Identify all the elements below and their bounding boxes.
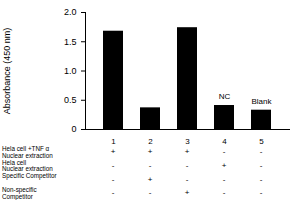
svg-text:+: + bbox=[148, 175, 153, 184]
svg-text:2.0: 2.0 bbox=[64, 7, 77, 17]
svg-text:-: - bbox=[260, 161, 263, 170]
svg-text:4: 4 bbox=[222, 137, 227, 145]
svg-text:-: - bbox=[186, 161, 189, 170]
svg-text:+: + bbox=[148, 147, 153, 156]
svg-text:-: - bbox=[260, 147, 263, 156]
svg-text:-: - bbox=[223, 147, 226, 156]
svg-text:1.5: 1.5 bbox=[64, 37, 77, 47]
svg-text:Specific Competitor: Specific Competitor bbox=[2, 172, 57, 180]
svg-text:1: 1 bbox=[111, 137, 116, 145]
svg-text:Nuclear extraction: Nuclear extraction bbox=[2, 151, 53, 159]
svg-text:-: - bbox=[260, 188, 263, 197]
svg-text:5: 5 bbox=[259, 137, 264, 145]
svg-text:Blank: Blank bbox=[251, 97, 272, 106]
svg-text:-: - bbox=[223, 175, 226, 184]
svg-text:0: 0 bbox=[71, 124, 76, 134]
svg-text:Absorbance (450 nm): Absorbance (450 nm) bbox=[2, 28, 12, 115]
svg-text:+: + bbox=[111, 147, 116, 156]
svg-text:3: 3 bbox=[185, 137, 190, 145]
svg-text:-: - bbox=[149, 188, 152, 197]
svg-text:-: - bbox=[223, 188, 226, 197]
svg-text:Non-specific: Non-specific bbox=[2, 185, 37, 193]
svg-text:-: - bbox=[149, 161, 152, 170]
svg-text:+: + bbox=[185, 188, 190, 197]
svg-text:2: 2 bbox=[148, 137, 153, 145]
svg-text:-: - bbox=[186, 175, 189, 184]
svg-text:Nuclear extraction: Nuclear extraction bbox=[2, 165, 53, 173]
svg-text:-: - bbox=[112, 161, 115, 170]
svg-text:NC: NC bbox=[219, 92, 231, 101]
svg-text:Competitor: Competitor bbox=[2, 193, 33, 200]
svg-text:0.5: 0.5 bbox=[64, 95, 77, 105]
svg-text:+: + bbox=[185, 147, 190, 156]
svg-text:Hela cell +TNF α: Hela cell +TNF α bbox=[2, 145, 50, 152]
svg-text:-: - bbox=[260, 175, 263, 184]
svg-text:-: - bbox=[112, 175, 115, 184]
svg-text:1.0: 1.0 bbox=[64, 66, 77, 76]
svg-text:-: - bbox=[112, 188, 115, 197]
svg-text:+: + bbox=[222, 161, 227, 170]
svg-text:Hela cell: Hela cell bbox=[2, 158, 27, 166]
